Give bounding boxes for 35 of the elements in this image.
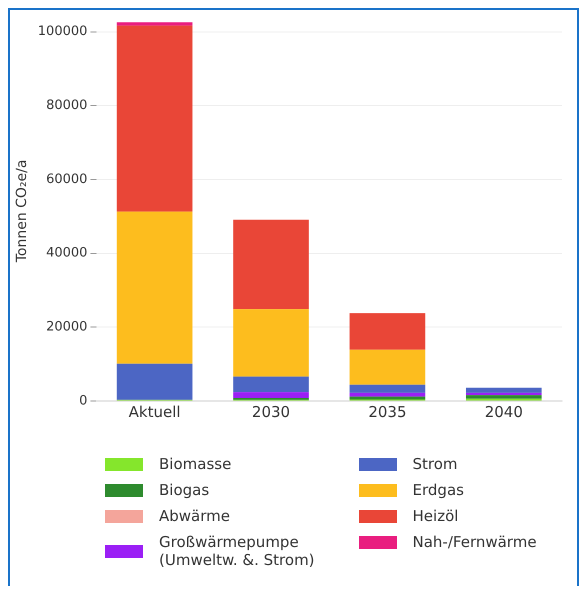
x-tick-label: 2035 — [368, 402, 407, 421]
legend-label: Biogas — [159, 481, 210, 499]
y-tick-label: 80000 — [46, 98, 88, 114]
x-tick-label: Aktuell — [128, 402, 181, 421]
x-tick-label: 2040 — [484, 402, 523, 421]
legend-label: Strom — [412, 455, 458, 473]
y-tick-label: 40000 — [46, 246, 88, 261]
bar — [350, 313, 426, 350]
y-tick-label: 0 — [79, 393, 88, 408]
bar — [350, 350, 426, 385]
bar — [350, 396, 426, 400]
y-axis-title: Tonnen CO₂e/a — [14, 160, 30, 264]
bar — [233, 376, 309, 392]
bar — [233, 220, 309, 310]
bar — [233, 392, 309, 398]
bar — [466, 395, 542, 399]
bar — [466, 392, 542, 396]
bar — [350, 392, 426, 397]
bar — [116, 26, 192, 212]
legend-label: Erdgas — [412, 481, 464, 499]
bar — [350, 384, 426, 393]
legend-label: Großwärmepumpe (Umweltw. &. Strom) — [159, 533, 316, 569]
legend-label: Abwärme — [159, 507, 230, 525]
legend-label: Heizöl — [412, 507, 458, 525]
bar — [233, 309, 309, 377]
y-tick-label: 100000 — [38, 24, 88, 40]
y-tick-label: 20000 — [46, 320, 88, 335]
bar — [116, 22, 192, 26]
bar — [466, 388, 542, 393]
legend-label: Biomasse — [159, 455, 232, 473]
bar — [116, 364, 192, 400]
legend-label: Nah-/Fernwärme — [412, 533, 537, 551]
bar — [116, 212, 192, 364]
x-tick-label: 2030 — [252, 402, 290, 421]
y-tick-label: 60000 — [46, 172, 88, 187]
